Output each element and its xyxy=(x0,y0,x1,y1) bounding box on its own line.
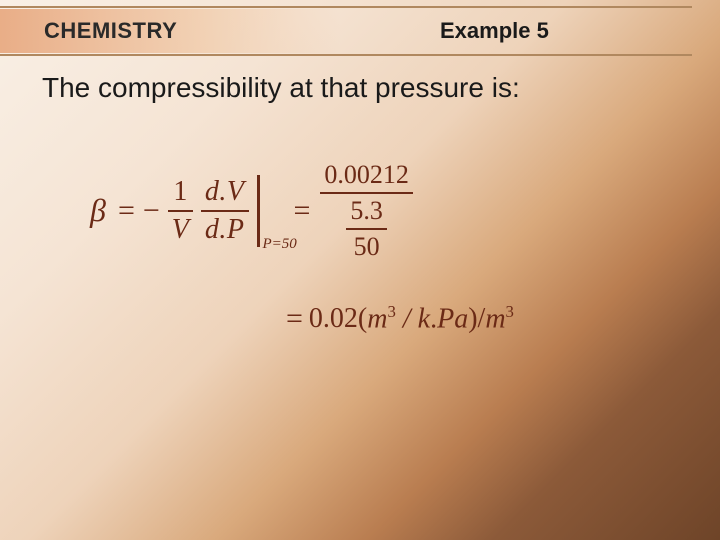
vertical-bar-icon xyxy=(257,175,260,247)
result-value: 0.02 xyxy=(309,303,358,335)
fraction-bar xyxy=(201,210,249,212)
result-close-paren: ) xyxy=(468,303,477,335)
equation: β = − 1 V d.V d.P P=50 = 0.00212 xyxy=(90,160,514,336)
header-rule-top xyxy=(0,6,692,8)
equation-line-2: = 0.02 ( m3 / k.Pa ) / m3 xyxy=(280,302,514,336)
symbol-beta: β xyxy=(90,192,106,229)
fraction-bar xyxy=(320,192,413,194)
body-sentence: The compressibility at that pressure is: xyxy=(42,72,520,104)
evaluation-bar: P=50 xyxy=(257,175,260,247)
den-dp: d.P xyxy=(201,214,249,246)
num-dv: d.V xyxy=(201,176,249,208)
result-units-inner: m3 / k.Pa xyxy=(367,302,468,335)
fraction-bar xyxy=(346,228,387,230)
num-1: 1 xyxy=(169,176,191,208)
minus-sign: − xyxy=(143,194,160,228)
example-label: Example 5 xyxy=(440,18,549,44)
nested-fraction: 5.3 50 xyxy=(338,196,395,262)
den-50: 50 xyxy=(350,232,384,262)
equals-2: = xyxy=(294,194,311,228)
num-00212: 0.00212 xyxy=(320,160,413,190)
result-open-paren: ( xyxy=(358,303,367,335)
frac-result-intermediate: 0.00212 5.3 50 xyxy=(320,160,413,262)
eval-subscript: P=50 xyxy=(263,236,297,253)
fraction-bar xyxy=(168,210,193,212)
num-5p3: 5.3 xyxy=(346,196,387,226)
frac-5p3-over-50: 5.3 50 xyxy=(346,196,387,262)
equals-3: = xyxy=(286,302,303,336)
frac-one-over-v: 1 V xyxy=(168,176,193,246)
slide: CHEMISTRY Example 5 The compressibility … xyxy=(0,0,720,540)
header-rule-bottom xyxy=(0,54,692,56)
den-v: V xyxy=(168,214,193,246)
equals-1: = xyxy=(118,194,135,228)
frac-dv-dp: d.V d.P xyxy=(201,176,249,246)
subject-label: CHEMISTRY xyxy=(44,18,177,44)
result-divide: / xyxy=(478,303,486,335)
result-units-outer: m3 xyxy=(485,302,514,335)
equation-line-1: β = − 1 V d.V d.P P=50 = 0.00212 xyxy=(90,160,514,262)
